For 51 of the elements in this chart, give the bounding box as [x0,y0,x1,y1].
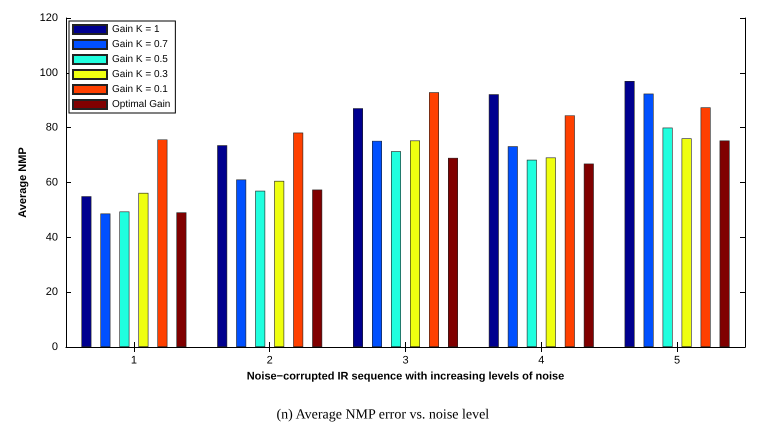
bar [274,180,284,347]
bar [353,108,363,347]
bar [312,190,322,347]
legend-label: Gain K = 0.1 [112,84,168,95]
bar [682,138,692,347]
bar [100,213,110,347]
bar [584,164,594,347]
y-tick-label: 80 [46,122,58,134]
legend-label: Gain K = 0.5 [112,54,168,65]
bar [138,192,148,347]
bar [488,94,499,347]
y-tick-label: 0 [52,341,58,353]
bar [662,128,673,347]
y-tick-label: 40 [46,231,58,244]
bar [429,92,439,347]
x-tick-label: 5 [674,354,680,366]
bar [624,81,635,347]
y-axis-title: Average NMP [17,147,30,218]
bar [564,115,575,347]
bar [372,140,382,347]
bar [546,158,556,347]
x-tick-label: 4 [538,354,544,366]
bar [157,139,168,347]
bar [176,212,186,347]
y-tick-label: 20 [46,286,58,298]
x-axis-title: Noise−corrupted IR sequence with increasing levels of noise [246,370,564,382]
bar [700,107,711,347]
bar [448,158,458,347]
x-tick-label: 3 [402,354,409,366]
x-tick-label: 1 [130,354,137,366]
legend-label: Gain K = 0.7 [112,39,168,50]
legend-label: Optimal Gain [112,99,170,110]
y-tick-label: 100 [40,66,58,79]
y-tick-label: 60 [46,176,58,188]
text: (n) Average NMP error vs. noise level [276,408,490,422]
bar [293,132,304,347]
bar [255,190,266,347]
legend-label: Gain K = 0.3 [112,69,168,80]
x-tick-label: 2 [266,354,273,366]
bar [526,160,537,347]
bar [508,146,518,347]
bar [217,145,228,347]
bar [644,94,654,347]
bar [236,179,246,347]
bar [391,151,401,347]
bar [410,140,420,347]
bar [81,196,92,347]
legend-label: Gain K = 1 [112,24,160,35]
y-tick-label: 120 [40,12,58,24]
bar [119,212,130,347]
bar [720,140,730,347]
